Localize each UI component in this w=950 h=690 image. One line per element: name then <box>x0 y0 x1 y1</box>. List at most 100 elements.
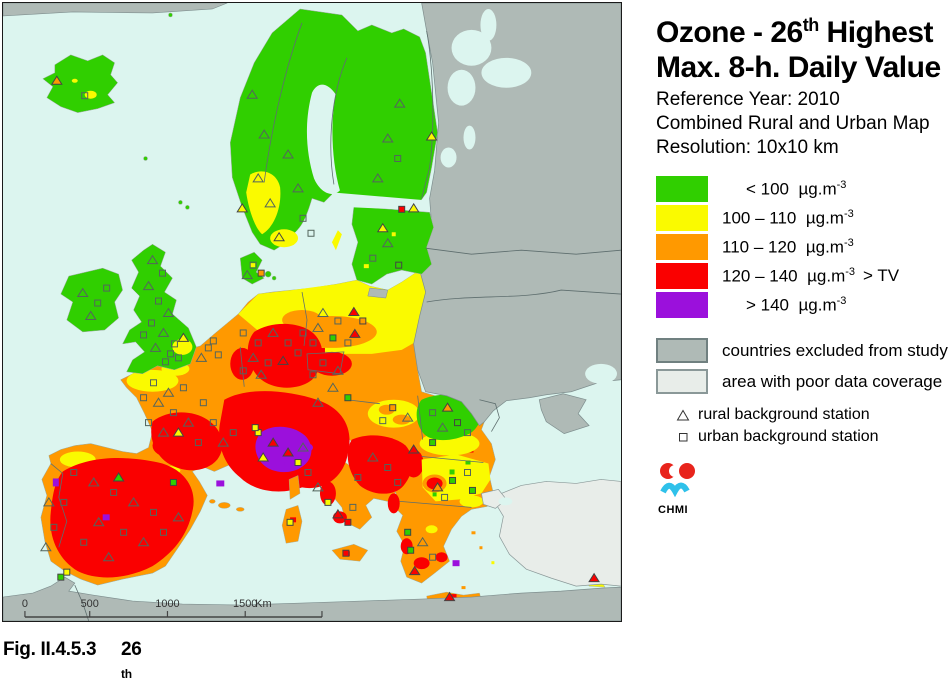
urban-station-marker <box>209 337 217 345</box>
urban-station-marker <box>344 518 352 526</box>
rural-station-marker <box>441 402 454 412</box>
legend-class-row: < 100 µg.m-3 <box>656 176 899 202</box>
legend-swatch <box>656 205 708 231</box>
excluded-east <box>413 3 621 427</box>
rural-station-marker <box>76 287 89 298</box>
urban-station-marker <box>57 573 65 581</box>
rural-station-marker <box>588 572 600 583</box>
kaliningrad <box>367 287 389 299</box>
urban-station-marker <box>94 299 102 307</box>
urban-station-marker <box>344 394 352 402</box>
rural-station-marker <box>162 387 175 397</box>
urban-station-marker <box>81 92 89 100</box>
urban-station-marker <box>299 329 307 337</box>
urban-station-marker <box>369 254 377 262</box>
rural-station-marker <box>39 541 52 552</box>
rural-station-marker <box>407 444 420 454</box>
urban-station-marker <box>166 350 174 358</box>
scale-label-0: 0 <box>22 598 28 610</box>
urban-station-marker <box>344 339 352 347</box>
legend-class-row: > 140 µg.m-3 <box>656 292 899 318</box>
rural-station-marker <box>152 397 165 407</box>
rural-station-marker <box>443 591 456 602</box>
rural-station-marker <box>416 536 429 547</box>
rural-station-marker <box>182 417 195 427</box>
urban-station-marker <box>384 464 392 471</box>
urban-station-marker <box>63 568 71 576</box>
rural-station-marker <box>277 355 289 365</box>
urban-station-marker <box>394 155 402 162</box>
legend-stations: rural background station urban backgroun… <box>668 404 879 448</box>
urban-station-marker <box>170 340 178 348</box>
urban-station-marker <box>249 261 257 269</box>
urban-station-marker <box>309 371 317 379</box>
rural-station-marker <box>366 452 379 462</box>
urban-station-marker <box>441 493 449 501</box>
rural-station-marker <box>172 511 185 522</box>
urban-station-marker <box>398 205 406 213</box>
rural-station-marker <box>50 75 63 85</box>
urban-station-marker <box>239 367 247 375</box>
green-lands <box>42 8 438 375</box>
urban-station-marker <box>334 317 342 325</box>
rural-station-marker <box>407 202 420 213</box>
rural-station-marker <box>408 565 421 576</box>
rural-station-marker <box>217 437 230 447</box>
rural-station-marker <box>282 149 294 159</box>
crimea <box>538 393 590 434</box>
resolution: Resolution: 10x10 km <box>656 137 839 158</box>
rural-station-marker <box>146 254 159 265</box>
urban-station-marker <box>359 317 367 325</box>
rural-station-marker <box>312 397 324 407</box>
rural-station-marker <box>255 369 268 379</box>
legend-classes: < 100 µg.m-3 100 – 110 µg.m-3 110 – 120 … <box>656 176 899 321</box>
chmi-logo-icon <box>660 463 695 498</box>
rural-station-marker <box>257 452 270 462</box>
urban-station-marker <box>407 546 415 554</box>
rural-station-marker <box>112 472 125 482</box>
urban-station-marker <box>394 478 402 486</box>
rural-station-marker <box>246 89 259 99</box>
urban-station-marker <box>169 478 177 486</box>
rural-station-marker <box>149 342 162 352</box>
map-svg: 0 500 1000 1500 Km <box>3 3 621 621</box>
urban-station-marker <box>204 344 212 352</box>
urban-station-marker <box>286 518 294 526</box>
rural-station-marker <box>177 332 190 342</box>
map-type: Combined Rural and Urban Map <box>656 113 930 134</box>
rural-station-marker <box>393 98 406 108</box>
urban-station-marker <box>264 359 272 367</box>
urban-station-marker <box>324 498 332 506</box>
figure-caption-text: 26th highest values of maximum daily 8-h… <box>121 639 142 681</box>
urban-station-marker <box>179 384 187 392</box>
rural-station-marker <box>87 477 100 487</box>
rural-station-marker <box>332 508 344 519</box>
urban-station-marker <box>150 508 158 516</box>
station-markers <box>39 75 600 602</box>
rural-station-marker <box>371 173 384 183</box>
rural-station-marker <box>258 129 271 139</box>
scale-label-1500: 1500 <box>233 598 257 610</box>
rural-station-marker <box>436 422 449 432</box>
rural-station-marker <box>273 231 285 242</box>
rural-station-marker <box>127 496 140 507</box>
urban-station-marker <box>145 419 153 427</box>
rural-station-marker <box>431 482 444 492</box>
urban-station-marker <box>148 319 156 327</box>
scale-unit: Km <box>255 598 271 610</box>
urban-station-marker <box>158 269 166 277</box>
rural-station-marker <box>42 496 55 507</box>
urban-station-marker <box>150 379 158 387</box>
urban-station-marker <box>454 419 462 427</box>
urban-station-marker <box>404 528 412 536</box>
country-borders <box>50 22 621 621</box>
scale-label-500: 500 <box>81 598 99 610</box>
rural-triangle-icon <box>668 408 698 422</box>
rural-station-marker <box>137 536 150 547</box>
legend-class-row: 120 – 140 µg.m-3 > TV <box>656 263 899 289</box>
title-line1: Ozone - 26 <box>656 16 803 49</box>
rural-station-marker <box>252 173 265 183</box>
legend-class-row: 100 – 110 µg.m-3 <box>656 205 899 231</box>
urban-station-marker <box>50 523 58 531</box>
urban-station-marker <box>464 429 471 437</box>
